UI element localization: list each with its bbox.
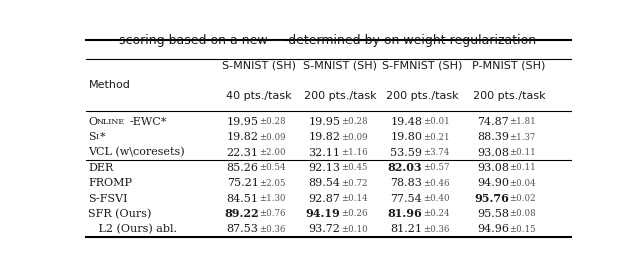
- Text: 78.83: 78.83: [390, 178, 422, 188]
- Text: 74.87: 74.87: [477, 117, 509, 127]
- Text: 19.95: 19.95: [227, 117, 259, 127]
- Text: ±2.00: ±2.00: [259, 148, 285, 157]
- Text: ±0.28: ±0.28: [341, 117, 367, 126]
- Text: ±0.40: ±0.40: [423, 194, 449, 203]
- Text: ±0.11: ±0.11: [509, 148, 536, 157]
- Text: SFR (Ours): SFR (Ours): [88, 209, 152, 219]
- Text: Method: Method: [88, 80, 131, 90]
- Text: 200 pts./task: 200 pts./task: [386, 91, 458, 101]
- Text: 87.53: 87.53: [227, 224, 259, 234]
- Text: ±1.30: ±1.30: [259, 194, 285, 203]
- Text: 75.21: 75.21: [227, 178, 259, 188]
- Text: ±0.54: ±0.54: [259, 163, 285, 172]
- Text: ±1.81: ±1.81: [509, 117, 536, 126]
- Text: O: O: [88, 117, 97, 127]
- Text: 89.54: 89.54: [308, 178, 340, 188]
- Text: 94.90: 94.90: [477, 178, 509, 188]
- Text: 19.82: 19.82: [227, 132, 259, 142]
- Text: 81.96: 81.96: [387, 208, 422, 219]
- Text: 19.95: 19.95: [308, 117, 340, 127]
- Text: 93.08: 93.08: [477, 148, 509, 158]
- Text: 85.26: 85.26: [227, 163, 259, 173]
- Text: ±0.09: ±0.09: [341, 133, 367, 142]
- Text: ±1.16: ±1.16: [341, 148, 367, 157]
- Text: ±0.01: ±0.01: [423, 117, 449, 126]
- Text: DER: DER: [88, 163, 114, 173]
- Text: *: *: [100, 132, 106, 142]
- Text: 19.48: 19.48: [390, 117, 422, 127]
- Text: 77.54: 77.54: [390, 194, 422, 204]
- Text: ±2.05: ±2.05: [259, 179, 285, 188]
- Text: L2 (Ours) abl.: L2 (Ours) abl.: [88, 224, 177, 234]
- Text: ±0.46: ±0.46: [423, 179, 449, 188]
- Text: 84.51: 84.51: [227, 194, 259, 204]
- Text: scoring based on a new — determined by on weight regularization: scoring based on a new — determined by o…: [120, 34, 536, 47]
- Text: ±0.14: ±0.14: [341, 194, 367, 203]
- Text: 95.58: 95.58: [477, 209, 509, 219]
- Text: ±0.76: ±0.76: [259, 209, 285, 219]
- Text: ±0.57: ±0.57: [423, 163, 449, 172]
- Text: P-MNIST (SH): P-MNIST (SH): [472, 61, 546, 71]
- Text: 93.08: 93.08: [477, 163, 509, 173]
- Text: ±0.15: ±0.15: [509, 225, 536, 234]
- Text: ±1.37: ±1.37: [509, 133, 536, 142]
- Text: 94.96: 94.96: [477, 224, 509, 234]
- Text: 200 pts./task: 200 pts./task: [473, 91, 545, 101]
- Text: ±0.08: ±0.08: [509, 209, 536, 219]
- Text: VCL (w\coresets): VCL (w\coresets): [88, 147, 185, 158]
- Text: ±0.72: ±0.72: [341, 179, 367, 188]
- Text: 81.21: 81.21: [390, 224, 422, 234]
- Text: ±0.36: ±0.36: [259, 225, 285, 234]
- Text: FROMP: FROMP: [88, 178, 132, 188]
- Text: ±0.10: ±0.10: [341, 225, 367, 234]
- Text: -EWC*: -EWC*: [129, 117, 166, 127]
- Text: ±0.24: ±0.24: [423, 209, 449, 219]
- Text: 200 pts./task: 200 pts./task: [304, 91, 377, 101]
- Text: 94.19: 94.19: [306, 208, 340, 219]
- Text: 92.13: 92.13: [308, 163, 340, 173]
- Text: 53.59: 53.59: [390, 148, 422, 158]
- Text: ±0.04: ±0.04: [509, 179, 536, 188]
- Text: S-MNIST (SH): S-MNIST (SH): [221, 61, 296, 71]
- Text: I: I: [95, 133, 99, 141]
- Text: ±0.26: ±0.26: [341, 209, 367, 219]
- Text: 89.22: 89.22: [224, 208, 259, 219]
- Text: ±0.45: ±0.45: [341, 163, 367, 172]
- Text: ±0.11: ±0.11: [509, 163, 536, 172]
- Text: 82.03: 82.03: [388, 162, 422, 173]
- Text: S: S: [88, 132, 96, 142]
- Text: S-FMNIST (SH): S-FMNIST (SH): [382, 61, 463, 71]
- Text: NLINE: NLINE: [97, 118, 125, 126]
- Text: 40 pts./task: 40 pts./task: [226, 91, 291, 101]
- Text: 22.31: 22.31: [227, 148, 259, 158]
- Text: 88.39: 88.39: [477, 132, 509, 142]
- Text: S-FSVI: S-FSVI: [88, 194, 128, 204]
- Text: 19.80: 19.80: [390, 132, 422, 142]
- Text: 19.82: 19.82: [308, 132, 340, 142]
- Text: S-MNIST (SH): S-MNIST (SH): [303, 61, 378, 71]
- Text: ±0.21: ±0.21: [423, 133, 449, 142]
- Text: 32.11: 32.11: [308, 148, 340, 158]
- Text: 93.72: 93.72: [308, 224, 340, 234]
- Text: 92.87: 92.87: [308, 194, 340, 204]
- Text: ±0.36: ±0.36: [423, 225, 449, 234]
- Text: 95.76: 95.76: [474, 193, 509, 204]
- Text: ±0.09: ±0.09: [259, 133, 285, 142]
- Text: ±0.02: ±0.02: [509, 194, 536, 203]
- Text: ±0.28: ±0.28: [259, 117, 285, 126]
- Text: ±3.74: ±3.74: [423, 148, 449, 157]
